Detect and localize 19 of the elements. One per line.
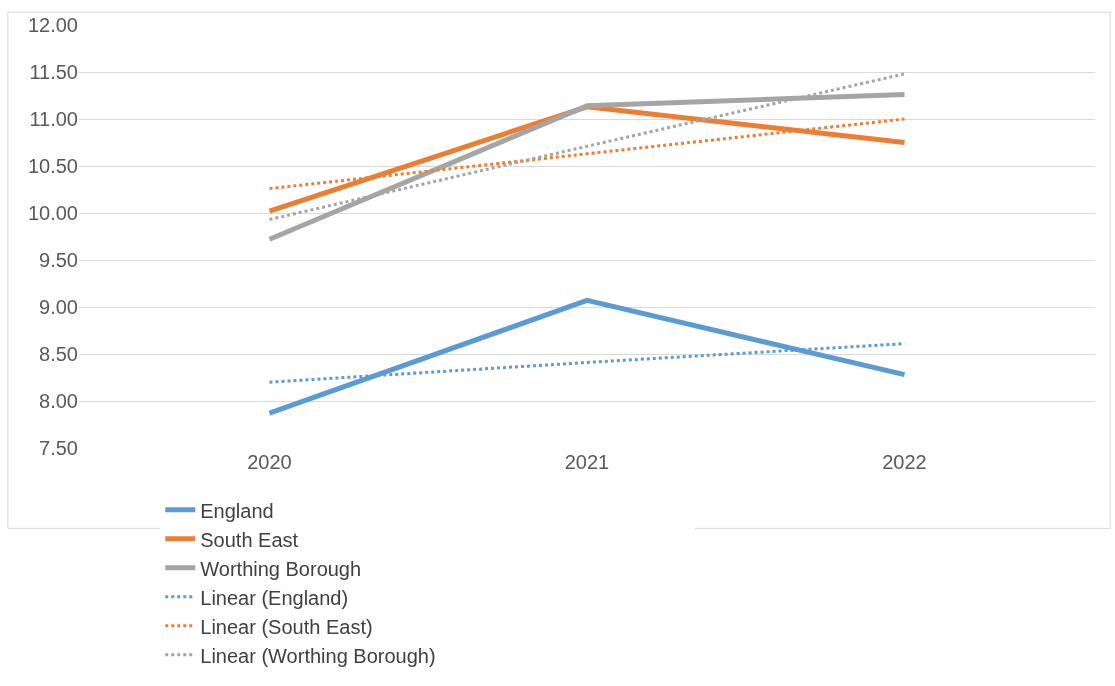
legend-label: Worthing Borough bbox=[200, 557, 362, 580]
x-tick-label: 2020 bbox=[247, 451, 292, 473]
x-tick-label: 2022 bbox=[882, 451, 927, 473]
y-tick-label: 11.50 bbox=[29, 61, 78, 83]
legend-label: England bbox=[200, 499, 274, 522]
x-tick-label: 2021 bbox=[564, 451, 610, 473]
y-tick-label: 8.00 bbox=[39, 390, 78, 412]
y-tick-label: 9.00 bbox=[39, 296, 78, 318]
y-tick-label: 10.00 bbox=[27, 202, 78, 224]
legend-label: Linear (South East) bbox=[200, 615, 373, 638]
y-tick-label: 7.50 bbox=[39, 437, 78, 459]
legend-label: Linear (Worthing Borough) bbox=[200, 644, 436, 667]
y-tick-label: 12.00 bbox=[27, 14, 78, 36]
legend-label: South East bbox=[200, 528, 299, 551]
y-tick-label: 8.50 bbox=[39, 343, 78, 365]
legend-label: Linear (England) bbox=[200, 586, 349, 609]
y-tick-label: 11.00 bbox=[29, 108, 78, 130]
y-tick-label: 10.50 bbox=[27, 155, 78, 177]
y-tick-label: 9.50 bbox=[39, 249, 78, 271]
